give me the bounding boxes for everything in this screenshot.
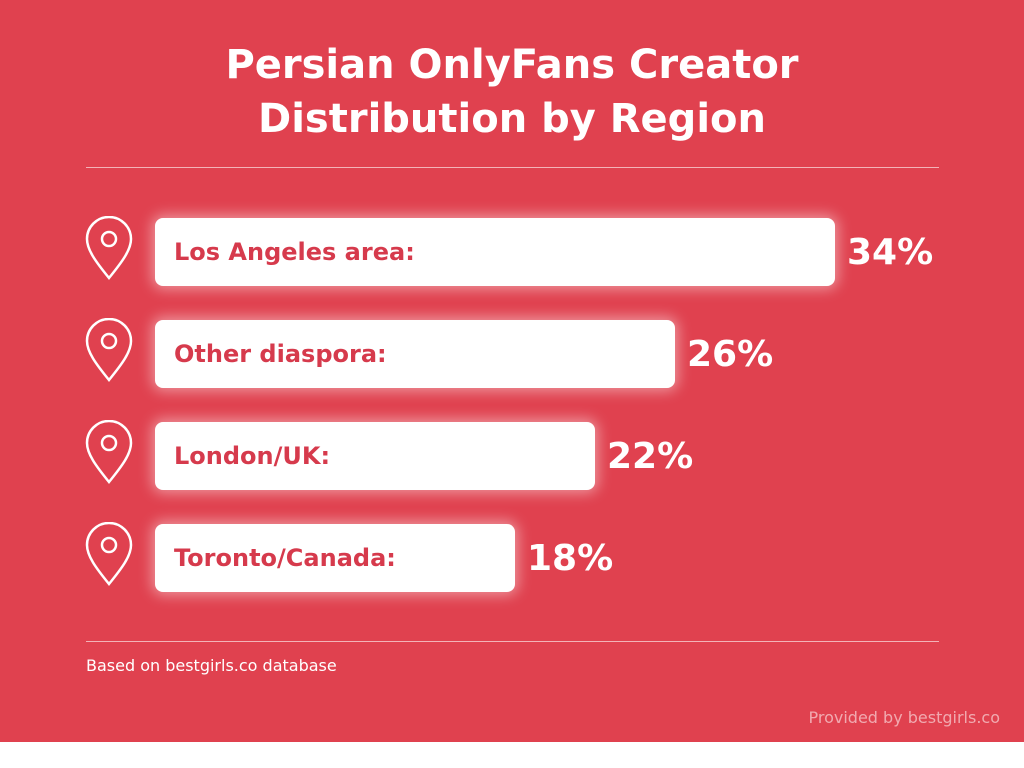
bar: London/UK: (155, 422, 595, 490)
chart-title-line-2: Distribution by Region (258, 96, 766, 142)
top-divider (86, 167, 939, 168)
bar-row: Toronto/Canada: 18% (0, 518, 1024, 598)
bar-label: Los Angeles area: (174, 238, 415, 266)
bar-row: London/UK: 22% (0, 416, 1024, 496)
credit-text: Provided by bestgirls.co (808, 708, 1001, 727)
bottom-divider (86, 641, 939, 642)
value-label: 26% (687, 333, 774, 375)
map-pin-icon (85, 522, 133, 586)
bar: Toronto/Canada: (155, 524, 515, 592)
source-footnote: Based on bestgirls.co database (86, 656, 337, 675)
chart-title-line-1: Persian OnlyFans Creator (225, 42, 799, 88)
bar-label: London/UK: (174, 442, 331, 470)
bar-chart: Los Angeles area: 34% Other diaspora: 26% Lo… (0, 212, 1024, 598)
bar-row: Other diaspora: 26% (0, 314, 1024, 394)
infographic-canvas: Persian OnlyFans Creator Distribution by… (0, 0, 1024, 742)
value-label: 22% (607, 435, 694, 477)
bar: Los Angeles area: (155, 218, 835, 286)
value-label: 18% (527, 537, 614, 579)
value-label: 34% (847, 231, 934, 273)
bar-label: Other diaspora: (174, 340, 387, 368)
bar-label: Toronto/Canada: (174, 544, 396, 572)
map-pin-icon (85, 318, 133, 382)
chart-title: Persian OnlyFans Creator Distribution by… (0, 38, 1024, 146)
map-pin-icon (85, 420, 133, 484)
bar: Other diaspora: (155, 320, 675, 388)
bar-row: Los Angeles area: 34% (0, 212, 1024, 292)
map-pin-icon (85, 216, 133, 280)
